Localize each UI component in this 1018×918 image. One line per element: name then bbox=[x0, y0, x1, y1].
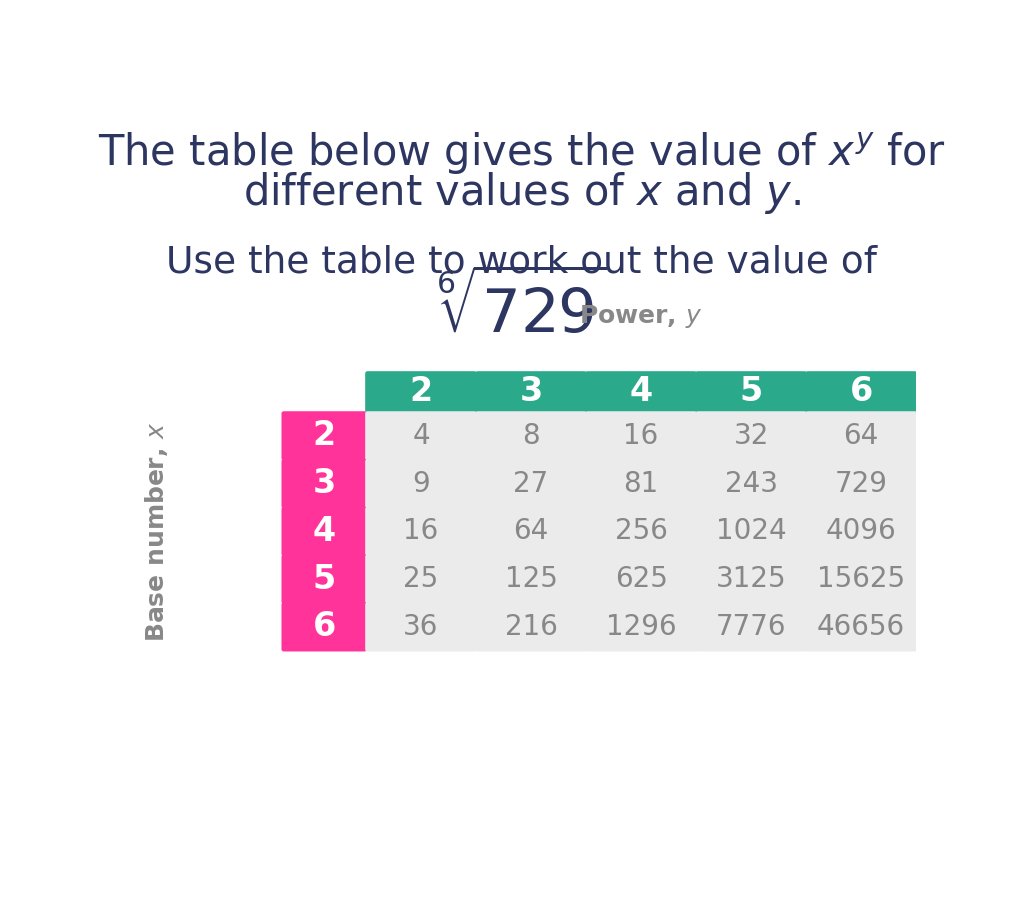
Text: 36: 36 bbox=[403, 613, 439, 641]
FancyBboxPatch shape bbox=[281, 554, 366, 604]
FancyBboxPatch shape bbox=[805, 602, 917, 652]
FancyBboxPatch shape bbox=[281, 507, 366, 556]
Text: 9: 9 bbox=[412, 470, 430, 498]
Text: 5: 5 bbox=[739, 375, 762, 409]
FancyBboxPatch shape bbox=[585, 371, 697, 413]
FancyBboxPatch shape bbox=[475, 411, 586, 461]
FancyBboxPatch shape bbox=[281, 602, 366, 652]
FancyBboxPatch shape bbox=[695, 507, 807, 556]
Text: 4096: 4096 bbox=[826, 518, 897, 545]
Text: 2: 2 bbox=[409, 375, 433, 409]
FancyBboxPatch shape bbox=[475, 371, 586, 413]
Text: 32: 32 bbox=[733, 422, 769, 450]
FancyBboxPatch shape bbox=[365, 554, 476, 604]
Text: 3125: 3125 bbox=[716, 565, 787, 593]
FancyBboxPatch shape bbox=[365, 411, 476, 461]
Text: 64: 64 bbox=[513, 518, 549, 545]
Text: 4: 4 bbox=[412, 422, 430, 450]
FancyBboxPatch shape bbox=[365, 602, 476, 652]
Text: 216: 216 bbox=[505, 613, 558, 641]
Text: The table below gives the value of $x^y$ for: The table below gives the value of $x^y$… bbox=[98, 130, 946, 176]
FancyBboxPatch shape bbox=[281, 411, 366, 461]
Text: 256: 256 bbox=[615, 518, 668, 545]
Text: 2: 2 bbox=[313, 420, 336, 453]
FancyBboxPatch shape bbox=[695, 411, 807, 461]
FancyBboxPatch shape bbox=[805, 411, 917, 461]
Text: different values of $x$ and $y$.: different values of $x$ and $y$. bbox=[242, 171, 801, 217]
Text: 7776: 7776 bbox=[716, 613, 786, 641]
FancyBboxPatch shape bbox=[281, 459, 366, 509]
FancyBboxPatch shape bbox=[585, 602, 697, 652]
Text: $\sqrt[6]{729}$: $\sqrt[6]{729}$ bbox=[437, 272, 607, 346]
Text: 64: 64 bbox=[844, 422, 879, 450]
FancyBboxPatch shape bbox=[585, 459, 697, 509]
Text: 16: 16 bbox=[623, 422, 659, 450]
FancyBboxPatch shape bbox=[475, 602, 586, 652]
FancyBboxPatch shape bbox=[585, 554, 697, 604]
Text: 243: 243 bbox=[725, 470, 778, 498]
FancyBboxPatch shape bbox=[585, 411, 697, 461]
FancyBboxPatch shape bbox=[805, 371, 917, 413]
FancyBboxPatch shape bbox=[805, 554, 917, 604]
FancyBboxPatch shape bbox=[805, 507, 917, 556]
Text: 729: 729 bbox=[835, 470, 888, 498]
FancyBboxPatch shape bbox=[475, 554, 586, 604]
Text: 3: 3 bbox=[519, 375, 543, 409]
Text: 25: 25 bbox=[403, 565, 439, 593]
Text: Use the table to work out the value of: Use the table to work out the value of bbox=[166, 244, 878, 281]
FancyBboxPatch shape bbox=[805, 459, 917, 509]
FancyBboxPatch shape bbox=[475, 459, 586, 509]
Text: 5: 5 bbox=[313, 563, 336, 596]
Text: Base number, $x$: Base number, $x$ bbox=[144, 421, 170, 642]
Text: 46656: 46656 bbox=[817, 613, 905, 641]
Text: 1024: 1024 bbox=[716, 518, 787, 545]
FancyBboxPatch shape bbox=[365, 507, 476, 556]
Text: 4: 4 bbox=[629, 375, 653, 409]
Text: 16: 16 bbox=[403, 518, 439, 545]
Text: Power, $y$: Power, $y$ bbox=[579, 303, 702, 330]
Text: 15625: 15625 bbox=[817, 565, 905, 593]
FancyBboxPatch shape bbox=[365, 459, 476, 509]
Text: 6: 6 bbox=[313, 610, 336, 644]
FancyBboxPatch shape bbox=[695, 602, 807, 652]
FancyBboxPatch shape bbox=[695, 459, 807, 509]
Text: 81: 81 bbox=[623, 470, 659, 498]
FancyBboxPatch shape bbox=[695, 554, 807, 604]
Text: 27: 27 bbox=[513, 470, 549, 498]
FancyBboxPatch shape bbox=[365, 371, 476, 413]
Text: 8: 8 bbox=[522, 422, 540, 450]
Text: 6: 6 bbox=[850, 375, 872, 409]
FancyBboxPatch shape bbox=[695, 371, 807, 413]
Text: 3: 3 bbox=[313, 467, 336, 500]
FancyBboxPatch shape bbox=[475, 507, 586, 556]
Text: 625: 625 bbox=[615, 565, 668, 593]
FancyBboxPatch shape bbox=[585, 507, 697, 556]
Text: 4: 4 bbox=[313, 515, 336, 548]
Text: 1296: 1296 bbox=[606, 613, 676, 641]
Text: 125: 125 bbox=[505, 565, 558, 593]
